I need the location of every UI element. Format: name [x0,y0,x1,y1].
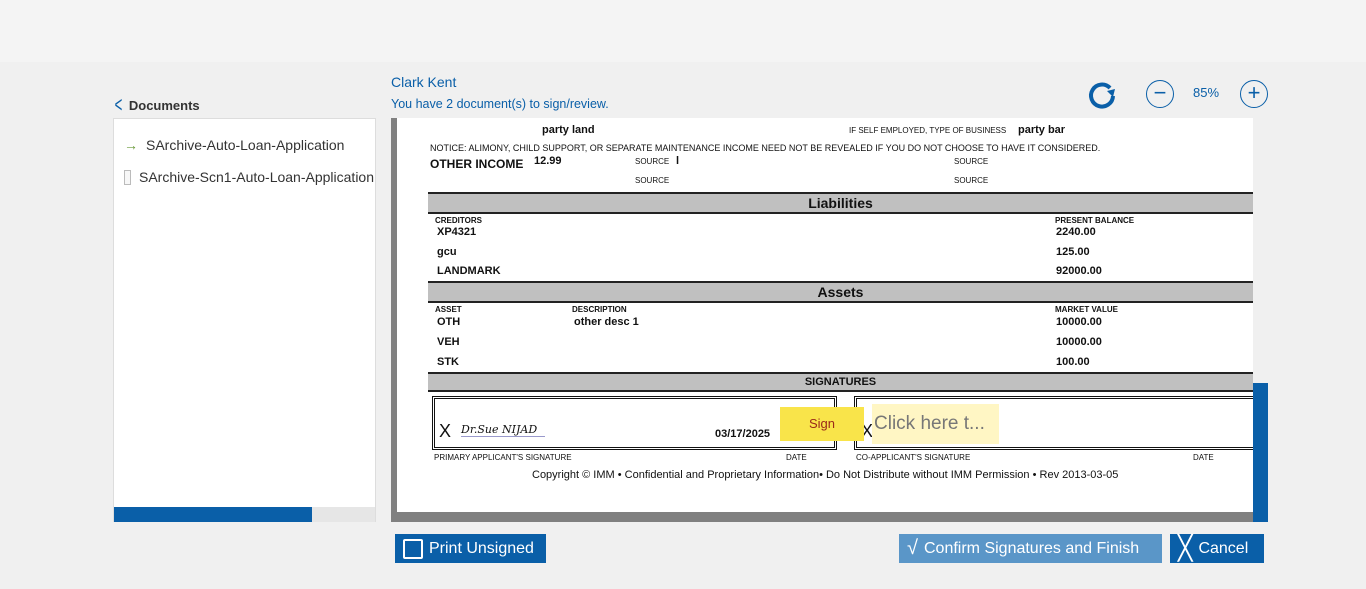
list-item[interactable]: SArchive-Scn1-Auto-Loan-Application [124,169,374,185]
label: PRIMARY APPLICANT'S SIGNATURE [434,453,572,462]
cell: 10000.00 [1056,336,1102,348]
primary-signature: Dr.Sue NIJAD [461,423,545,437]
label: DATE [786,453,807,462]
x-mark: X [439,421,452,441]
label: IF SELF EMPLOYED, TYPE OF BUSINESS [849,126,1007,135]
sign-tab[interactable]: Sign [780,407,864,441]
zoom-level: 85% [1193,85,1220,100]
assets-header: Assets [428,281,1253,303]
document-page: party land IF SELF EMPLOYED, TYPE OF BUS… [397,118,1256,512]
documents-back[interactable]: < Documents [112,92,200,118]
top-bar [0,0,1366,62]
label: MARKET VALUE [1055,305,1118,314]
close-icon: ╳ [1178,535,1193,562]
printer-icon [403,538,423,559]
employer: party land [542,124,595,136]
label: DATE [1193,453,1214,462]
status-subtitle: You have 2 document(s) to sign/review. [391,97,609,111]
confirm-finish-button[interactable]: √ Confirm Signatures and Finish [899,534,1162,563]
co-signature-field[interactable]: Click here t... [872,404,999,444]
cell: LANDMARK [437,265,501,277]
user-name: Clark Kent [391,74,457,90]
cell: gcu [437,246,457,258]
cell: 100.00 [1056,356,1090,368]
cell: 125.00 [1056,246,1090,258]
label: ASSET [435,305,462,314]
scrollbar[interactable] [1253,383,1268,522]
chevron-left-icon: < [114,92,123,117]
zoom-in-button[interactable]: + [1240,80,1268,108]
label: SOURCE [635,157,670,166]
signing-progress [114,507,375,522]
label: CO-APPLICANT'S SIGNATURE [856,453,971,462]
label: DESCRIPTION [572,305,627,314]
rotate-button[interactable] [1086,79,1118,111]
cell: 10000.00 [1056,316,1102,328]
document-viewer[interactable]: party land IF SELF EMPLOYED, TYPE OF BUS… [391,118,1256,522]
source: l [676,155,680,167]
notice: NOTICE: ALIMONY, CHILD SUPPORT, OR SEPAR… [430,143,1101,153]
label: SOURCE [954,157,989,166]
documents-title: Documents [128,97,200,113]
cell: VEH [437,336,460,348]
business: party bar [1018,124,1066,136]
confirm-label: Confirm Signatures and Finish [923,539,1140,557]
label: PRESENT BALANCE [1055,216,1135,225]
plus-icon: + [1247,80,1261,105]
doc-label: SArchive-Auto-Loan-Application [146,137,345,153]
checkmark-icon: √ [907,537,918,559]
primary-date: 03/17/2025 [715,428,771,440]
liabilities-header: Liabilities [428,192,1253,214]
label: CREDITORS [435,216,482,225]
list-item[interactable]: → SArchive-Auto-Loan-Application [124,137,374,153]
print-label: Print Unsigned [429,539,534,557]
rotate-icon [1089,82,1115,109]
document-list: → SArchive-Auto-Loan-Application SArchiv… [113,118,376,522]
primary-signature-box: X Dr.Sue NIJAD 03/17/2025 [432,396,837,450]
cancel-button[interactable]: ╳ Cancel [1170,534,1264,563]
zoom-out-button[interactable]: − [1146,80,1174,108]
document-icon [124,169,131,185]
signatures-header: SIGNATURES [428,372,1253,392]
cell: STK [437,356,459,368]
copyright: Copyright © IMM • Confidential and Propr… [532,469,1119,481]
cell: XP4321 [437,226,477,238]
label: SOURCE [954,176,989,185]
cancel-label: Cancel [1198,539,1249,557]
label: OTHER INCOME [430,157,524,171]
cell: 92000.00 [1056,265,1102,277]
doc-label: SArchive-Scn1-Auto-Loan-Application [138,169,374,185]
cell: other desc 1 [574,316,639,328]
arrow-right-icon: → [124,137,138,153]
cell: OTH [437,316,461,328]
cell: 2240.00 [1056,226,1096,238]
other-income: 12.99 [534,155,562,167]
print-unsigned-button[interactable]: Print Unsigned [395,534,546,563]
label: SOURCE [635,176,670,185]
x-mark: X [861,421,874,441]
minus-icon: − [1153,80,1167,105]
